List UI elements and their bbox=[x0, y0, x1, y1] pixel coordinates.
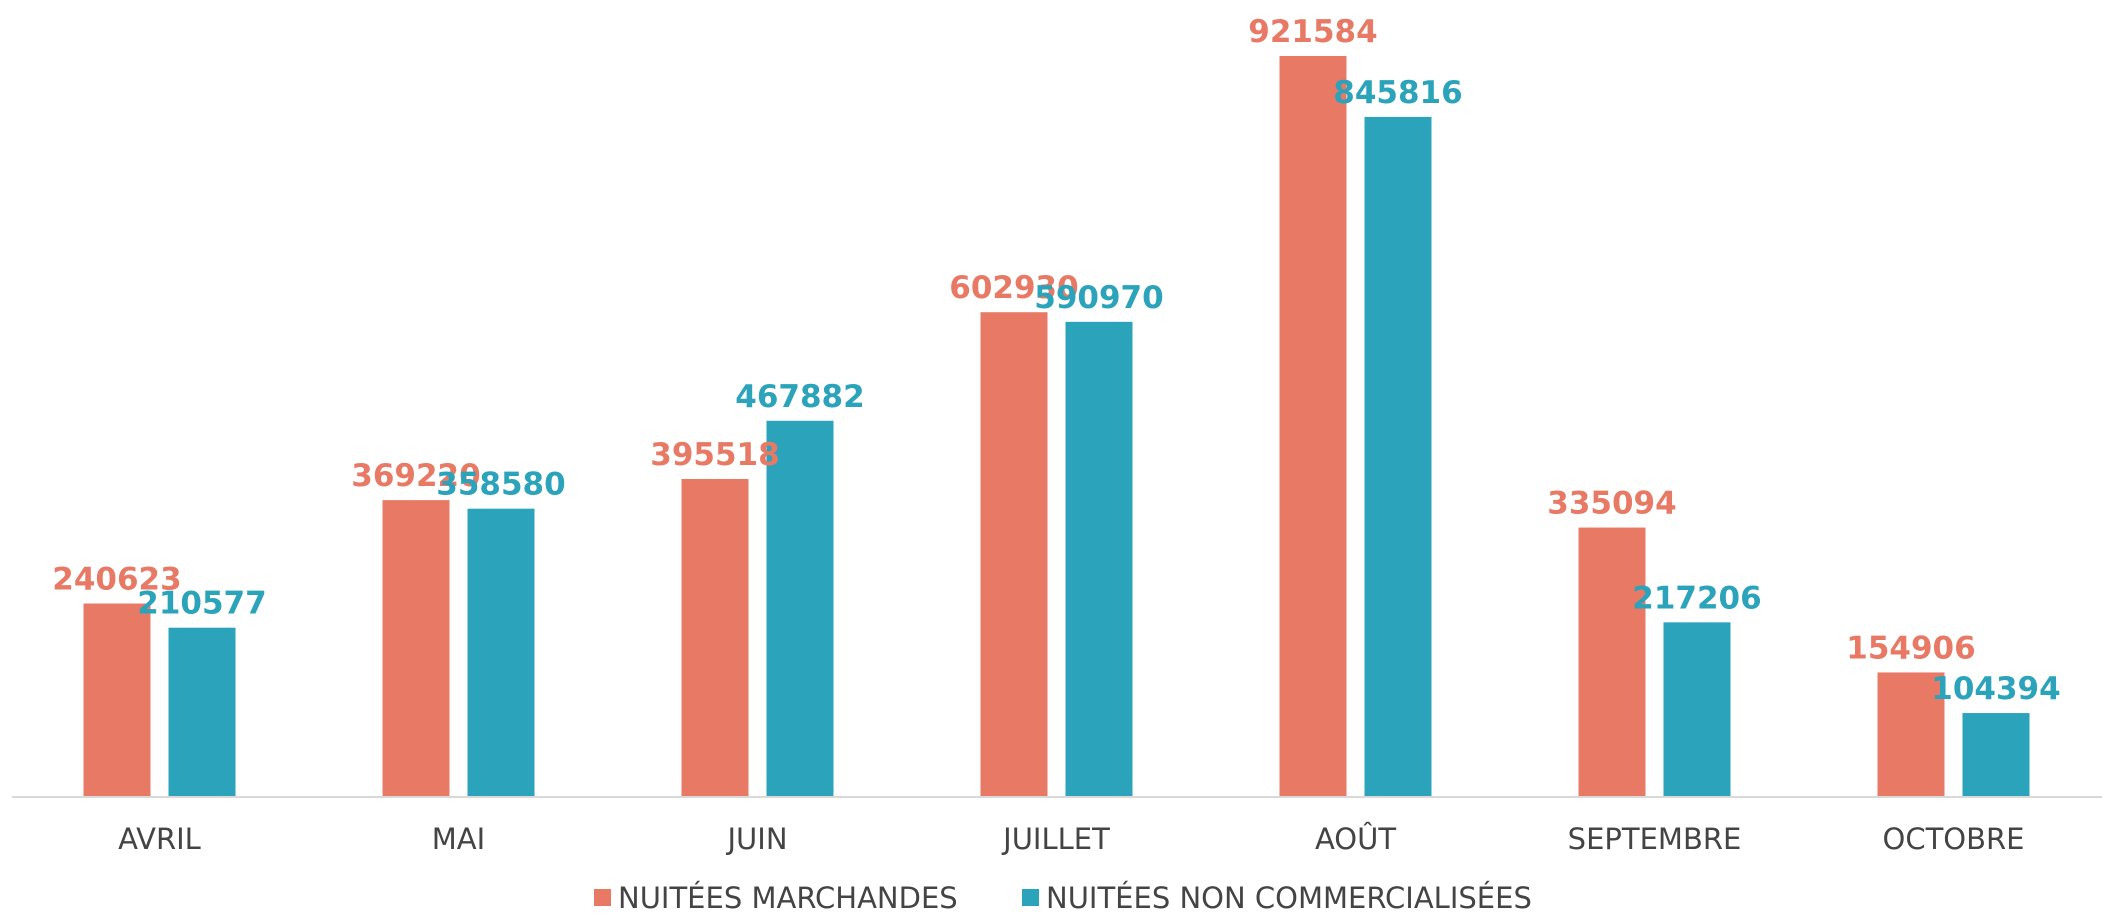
bar-septembre-series-1 bbox=[1578, 527, 1646, 797]
bar-août-series-1 bbox=[1279, 56, 1347, 797]
data-label-avril-series-2: 210577 bbox=[137, 586, 266, 622]
bar-avril-series-2 bbox=[168, 627, 236, 797]
bar-juin-series-1 bbox=[681, 478, 749, 797]
legend: NUITÉES MARCHANDES NUITÉES NON COMMERCIAL… bbox=[594, 881, 1532, 914]
x-tick-label-août: AOÛT bbox=[1315, 822, 1396, 856]
bar-octobre-series-1 bbox=[1877, 672, 1945, 797]
data-label-juin-series-1: 395518 bbox=[650, 437, 779, 473]
x-tick-label-juillet: JUILLET bbox=[1001, 822, 1110, 856]
bars-layer bbox=[83, 56, 2030, 798]
data-label-octobre-series-2: 104394 bbox=[1931, 671, 2060, 707]
bar-septembre-series-2 bbox=[1663, 622, 1731, 797]
data-label-septembre-series-2: 217206 bbox=[1632, 580, 1761, 616]
x-tick-label-avril: AVRIL bbox=[118, 822, 201, 856]
data-label-juillet-series-1: 602930 bbox=[949, 270, 1078, 306]
data-label-avril-series-1: 240623 bbox=[52, 562, 181, 598]
bar-juillet-series-1 bbox=[980, 312, 1048, 797]
legend-label-series-1: NUITÉES MARCHANDES bbox=[618, 881, 958, 914]
x-tick-label-juin: JUIN bbox=[725, 822, 787, 856]
bar-mai-series-2 bbox=[467, 508, 535, 797]
legend-item-series-2: NUITÉES NON COMMERCIALISÉES bbox=[1022, 881, 1532, 914]
bar-mai-series-1 bbox=[382, 500, 450, 797]
bar-juillet-series-2 bbox=[1065, 321, 1133, 797]
data-label-juillet-series-2: 590970 bbox=[1034, 280, 1163, 316]
data-label-août-series-1: 921584 bbox=[1248, 14, 1377, 50]
legend-item-series-1: NUITÉES MARCHANDES bbox=[594, 881, 958, 914]
data-label-mai-series-2: 358580 bbox=[436, 467, 565, 503]
data-label-octobre-series-1: 154906 bbox=[1846, 630, 1975, 666]
x-tick-label-septembre: SEPTEMBRE bbox=[1568, 822, 1742, 856]
x-tick-label-mai: MAI bbox=[432, 822, 485, 856]
x-axis-tick-labels: AVRIL MAI JUIN JUILLET AOÛT SEPTEMBRE OCTOBRE bbox=[118, 822, 2024, 856]
bar-avril-series-1 bbox=[83, 603, 151, 797]
data-label-septembre-series-1: 335094 bbox=[1547, 486, 1676, 522]
data-label-août-series-2: 845816 bbox=[1333, 75, 1462, 111]
bar-octobre-series-2 bbox=[1962, 713, 2030, 797]
legend-swatch-series-1 bbox=[594, 889, 611, 906]
legend-swatch-series-2 bbox=[1022, 889, 1039, 906]
x-tick-label-octobre: OCTOBRE bbox=[1883, 822, 2025, 856]
bar-juin-series-2 bbox=[766, 420, 834, 797]
bar-août-series-2 bbox=[1364, 116, 1432, 798]
data-label-juin-series-2: 467882 bbox=[735, 379, 864, 415]
legend-label-series-2: NUITÉES NON COMMERCIALISÉES bbox=[1046, 881, 1532, 914]
data-label-mai-series-1: 369220 bbox=[351, 458, 480, 494]
